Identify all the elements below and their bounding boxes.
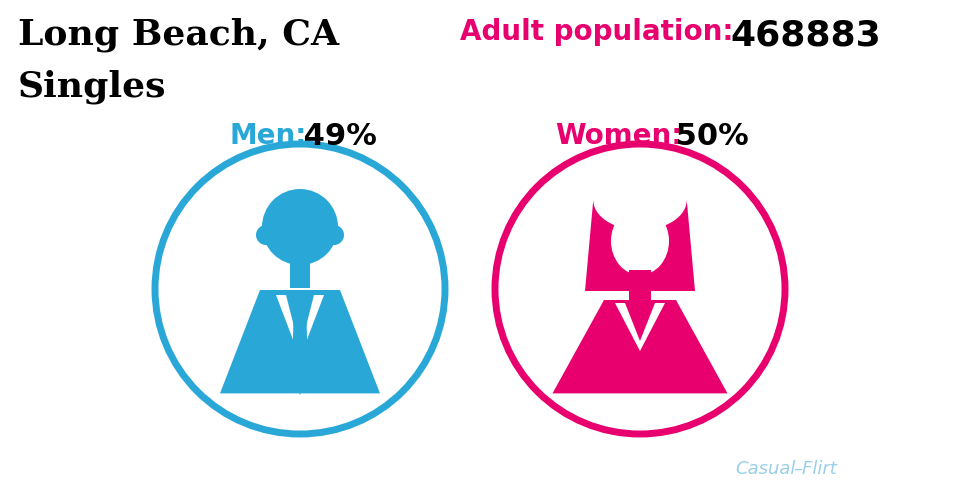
Text: 50%: 50% (665, 122, 749, 151)
Text: 468883: 468883 (730, 18, 880, 52)
Text: Adult population:: Adult population: (460, 18, 743, 46)
Text: –Flirt: –Flirt (793, 459, 837, 477)
Ellipse shape (611, 207, 669, 276)
Text: Casual: Casual (735, 459, 796, 477)
Text: Men:: Men: (230, 122, 307, 150)
Polygon shape (220, 291, 380, 394)
Text: 49%: 49% (293, 122, 377, 151)
Polygon shape (553, 301, 728, 394)
Polygon shape (292, 301, 308, 395)
Circle shape (262, 189, 338, 266)
Polygon shape (276, 296, 324, 358)
Polygon shape (585, 201, 695, 292)
Text: Long Beach, CA: Long Beach, CA (18, 18, 339, 53)
FancyBboxPatch shape (290, 261, 310, 289)
Text: Singles: Singles (18, 70, 166, 104)
Text: Women:: Women: (555, 122, 683, 150)
FancyBboxPatch shape (629, 271, 651, 303)
Circle shape (256, 225, 276, 245)
Polygon shape (615, 304, 665, 351)
Circle shape (324, 225, 344, 245)
